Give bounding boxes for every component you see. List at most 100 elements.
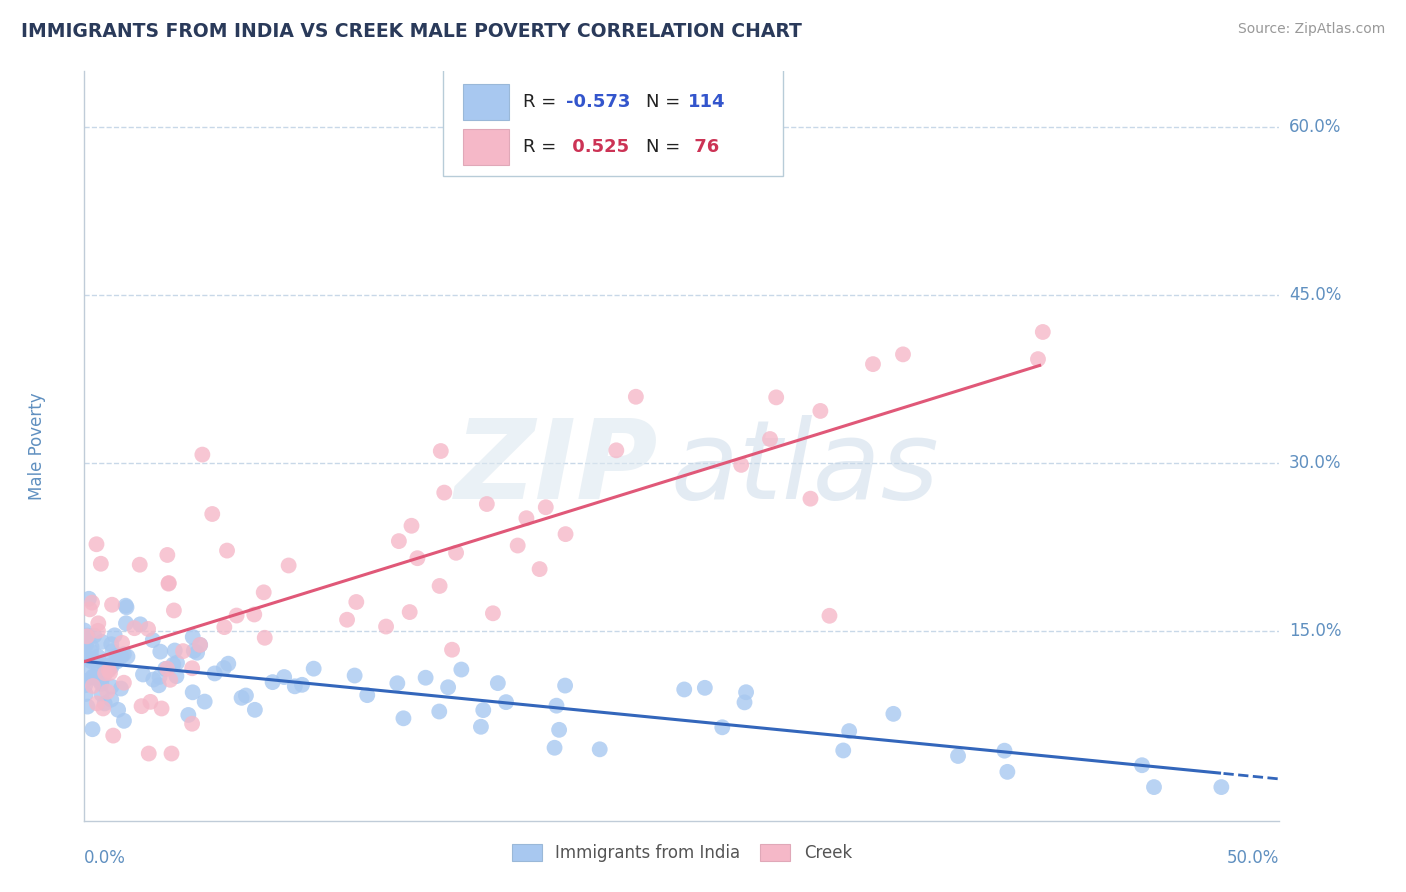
Point: [946, 749, 969, 764]
Point: [124, 621, 146, 635]
Point: [730, 458, 752, 472]
Point: [336, 613, 359, 627]
Point: [104, 628, 127, 642]
Point: [291, 678, 314, 692]
Point: [215, 543, 238, 558]
Point: [98, 661, 121, 675]
Point: [1143, 780, 1166, 794]
Point: [388, 534, 411, 549]
Point: [1032, 325, 1054, 339]
Point: [262, 675, 284, 690]
Point: [83, 629, 105, 643]
Point: [398, 605, 420, 619]
Text: 0.525: 0.525: [567, 138, 628, 156]
Point: [212, 661, 235, 675]
Point: [75, 652, 97, 666]
Point: [160, 747, 183, 761]
Point: [90, 661, 112, 675]
Point: [80, 654, 103, 668]
Point: [406, 551, 429, 566]
Text: 114: 114: [688, 93, 725, 111]
FancyBboxPatch shape: [443, 68, 783, 177]
Point: [87, 649, 110, 664]
Point: [356, 688, 378, 702]
Point: [183, 644, 205, 658]
Point: [98, 665, 121, 680]
Point: [1026, 352, 1049, 367]
Point: [482, 607, 505, 621]
Point: [437, 680, 460, 694]
Point: [90, 677, 112, 691]
Point: [401, 518, 423, 533]
Point: [673, 682, 696, 697]
Point: [344, 595, 367, 609]
Point: [711, 720, 734, 734]
Point: [142, 673, 165, 687]
Text: 50.0%: 50.0%: [1227, 848, 1279, 867]
Point: [75, 632, 97, 647]
Point: [273, 670, 295, 684]
Point: [472, 703, 495, 717]
Point: [862, 357, 884, 371]
Point: [76, 650, 98, 665]
Point: [163, 603, 186, 617]
Point: [149, 670, 172, 684]
Point: [554, 527, 576, 541]
Point: [375, 619, 398, 633]
Text: atlas: atlas: [671, 415, 939, 522]
Point: [693, 681, 716, 695]
Point: [734, 695, 756, 709]
Point: [150, 701, 173, 715]
Point: [163, 643, 186, 657]
Point: [277, 558, 299, 573]
Point: [441, 642, 464, 657]
Point: [73, 673, 96, 688]
Point: [103, 729, 125, 743]
Point: [486, 676, 509, 690]
Point: [97, 660, 120, 674]
Point: [132, 667, 155, 681]
Point: [98, 658, 121, 673]
Point: [253, 585, 276, 599]
Point: [105, 655, 128, 669]
Point: [76, 699, 98, 714]
Point: [128, 558, 150, 572]
Point: [882, 706, 904, 721]
Point: [194, 695, 217, 709]
Point: [808, 404, 831, 418]
Text: 30.0%: 30.0%: [1289, 454, 1341, 472]
Point: [433, 485, 456, 500]
Point: [162, 657, 184, 672]
Point: [172, 644, 194, 658]
Point: [157, 576, 180, 591]
Point: [129, 617, 152, 632]
Point: [82, 652, 104, 666]
Text: -0.573: -0.573: [567, 93, 630, 111]
Point: [77, 591, 100, 606]
Point: [86, 537, 108, 551]
Point: [86, 657, 108, 671]
FancyBboxPatch shape: [463, 84, 509, 120]
Point: [444, 546, 467, 560]
Point: [506, 539, 529, 553]
Point: [100, 637, 122, 651]
Point: [243, 607, 266, 622]
Point: [159, 673, 181, 687]
Text: 15.0%: 15.0%: [1289, 622, 1341, 640]
Point: [201, 507, 224, 521]
Point: [110, 649, 132, 664]
Point: [80, 596, 103, 610]
Text: 60.0%: 60.0%: [1289, 119, 1341, 136]
Point: [343, 668, 366, 682]
Point: [427, 705, 450, 719]
Point: [80, 645, 103, 659]
Text: R =: R =: [523, 93, 562, 111]
Point: [191, 448, 214, 462]
Point: [114, 599, 136, 613]
Point: [529, 562, 551, 576]
Text: 45.0%: 45.0%: [1289, 286, 1341, 304]
Point: [115, 600, 138, 615]
Point: [165, 669, 187, 683]
Text: 76: 76: [688, 138, 718, 156]
Point: [995, 764, 1018, 779]
